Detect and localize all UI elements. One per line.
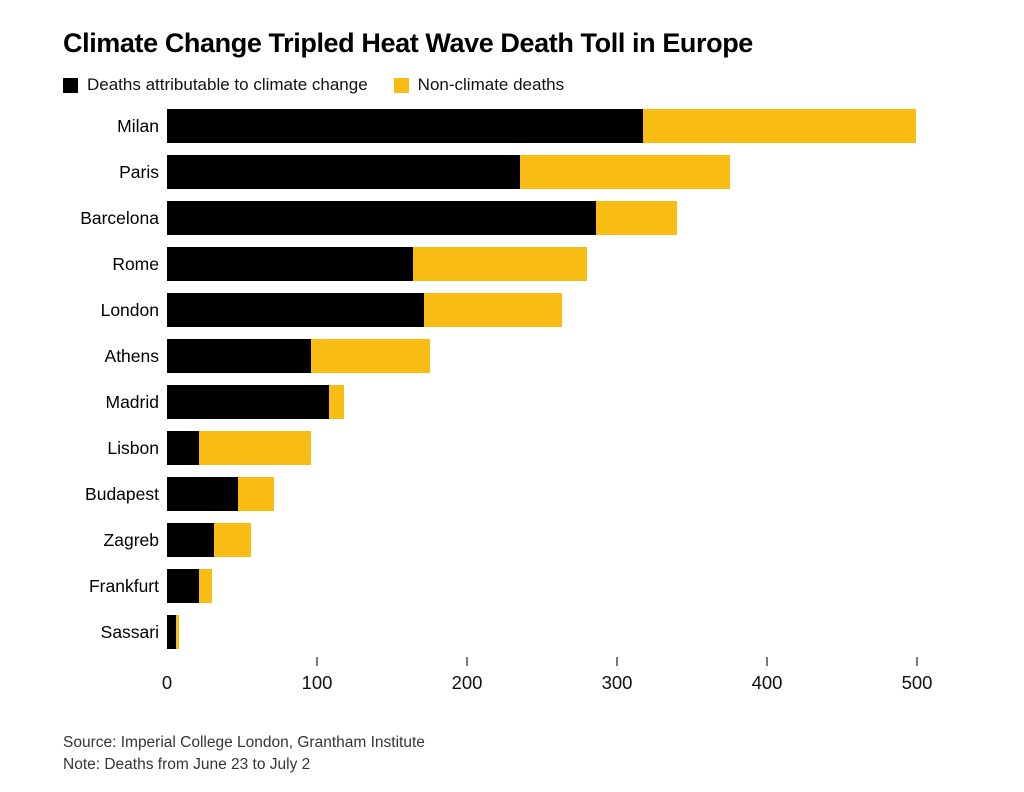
- x-axis-ticks: [167, 655, 927, 667]
- row-label-zagreb: Zagreb: [103, 529, 159, 550]
- legend-label-non-climate-deaths: Non-climate deaths: [417, 75, 565, 95]
- chart-row-zagreb: Zagreb: [63, 517, 984, 563]
- row-label-lisbon: Lisbon: [107, 437, 159, 458]
- bar-track-milan: [167, 109, 916, 144]
- bar-climate-athens: [167, 339, 311, 374]
- bar-track-rome: [167, 247, 587, 282]
- row-label-barcelona: Barcelona: [80, 207, 159, 228]
- bar-climate-budapest: [167, 477, 238, 512]
- legend-item-non-climate-deaths: Non-climate deaths: [393, 75, 565, 95]
- row-label-madrid: Madrid: [105, 391, 160, 412]
- bar-track-madrid: [167, 385, 344, 420]
- bar-climate-rome: [167, 247, 413, 282]
- chart-row-athens: Athens: [63, 333, 984, 379]
- row-label-budapest: Budapest: [85, 483, 159, 504]
- bar-climate-london: [167, 293, 424, 328]
- chart-row-rome: Rome: [63, 241, 984, 287]
- row-label-london: London: [100, 299, 159, 320]
- bar-rows: Milan Paris Barcelona Rome London Athens Madri…: [63, 103, 984, 655]
- stacked-bar-chart: Milan Paris Barcelona Rome London Athens Madri…: [63, 103, 984, 694]
- bar-track-zagreb: [167, 523, 251, 558]
- chart-row-sassari: Sassari: [63, 609, 984, 655]
- x-tick-300: [616, 657, 618, 667]
- row-label-athens: Athens: [104, 345, 159, 366]
- chart-row-london: London: [63, 287, 984, 333]
- x-label-200: 200: [451, 672, 483, 694]
- x-label-300: 300: [601, 672, 633, 694]
- chart-footer: Source: Imperial College London, Grantha…: [63, 732, 984, 776]
- bar-climate-milan: [167, 109, 643, 144]
- x-label-500: 500: [901, 672, 933, 694]
- row-label-frankfurt: Frankfurt: [88, 575, 159, 596]
- bar-track-frankfurt: [167, 569, 212, 604]
- bar-track-sassari: [167, 615, 179, 650]
- bar-nonclimate-athens: [311, 339, 430, 374]
- bar-nonclimate-zagreb: [213, 523, 251, 558]
- x-label-0: 0: [161, 672, 173, 694]
- x-label-400: 400: [751, 672, 783, 694]
- bar-climate-sassari: [167, 615, 176, 650]
- legend-swatch-climate-deaths: [63, 77, 78, 93]
- chart-row-frankfurt: Frankfurt: [63, 563, 984, 609]
- bar-climate-lisbon: [167, 431, 199, 466]
- bar-nonclimate-frankfurt: [198, 569, 212, 604]
- source-note: Source: Imperial College London, Grantha…: [63, 734, 425, 752]
- bar-nonclimate-paris: [519, 155, 730, 190]
- chart-row-madrid: Madrid: [63, 379, 984, 425]
- legend-item-climate-deaths: Deaths attributable to climate change: [63, 75, 368, 95]
- bar-track-london: [167, 293, 562, 328]
- bar-climate-paris: [167, 155, 520, 190]
- row-label-sassari: Sassari: [100, 621, 159, 642]
- bar-climate-madrid: [167, 385, 329, 420]
- legend-swatch-non-climate-deaths: [393, 77, 409, 93]
- row-label-rome: Rome: [112, 253, 159, 274]
- chart-legend: Deaths attributable to climate change No…: [63, 75, 984, 95]
- bar-nonclimate-madrid: [329, 385, 344, 420]
- chart-row-budapest: Budapest: [63, 471, 984, 517]
- bar-climate-frankfurt: [167, 569, 199, 604]
- chart-row-barcelona: Barcelona: [63, 195, 984, 241]
- x-tick-400: [766, 657, 768, 667]
- legend-label-climate-deaths: Deaths attributable to climate change: [87, 75, 368, 95]
- bar-climate-zagreb: [167, 523, 214, 558]
- bar-track-barcelona: [167, 201, 677, 236]
- bar-track-athens: [167, 339, 430, 374]
- bar-nonclimate-sassari: [176, 615, 179, 650]
- row-label-milan: Milan: [117, 115, 159, 136]
- x-tick-500: [916, 657, 918, 667]
- chart-title: Climate Change Tripled Heat Wave Death T…: [63, 28, 753, 58]
- chart-row-lisbon: Lisbon: [63, 425, 984, 471]
- chart-page: Climate Change Tripled Heat Wave Death T…: [63, 28, 984, 776]
- bar-nonclimate-barcelona: [596, 201, 677, 236]
- bar-track-paris: [167, 155, 730, 190]
- x-label-100: 100: [301, 672, 333, 694]
- bar-nonclimate-lisbon: [198, 431, 311, 466]
- x-tick-200: [466, 657, 468, 667]
- bar-nonclimate-rome: [413, 247, 587, 282]
- bar-nonclimate-budapest: [237, 477, 274, 512]
- bar-nonclimate-milan: [642, 109, 916, 144]
- x-axis-labels: 0 100 200 300 400 500: [162, 672, 933, 694]
- date-note: Note: Deaths from June 23 to July 2: [63, 756, 311, 774]
- chart-row-milan: Milan: [63, 103, 984, 149]
- row-label-paris: Paris: [119, 161, 159, 182]
- bar-track-lisbon: [167, 431, 311, 466]
- bar-nonclimate-london: [423, 293, 562, 328]
- bar-track-budapest: [167, 477, 274, 512]
- chart-row-paris: Paris: [63, 149, 984, 195]
- bar-climate-barcelona: [167, 201, 596, 236]
- x-tick-100: [316, 657, 318, 667]
